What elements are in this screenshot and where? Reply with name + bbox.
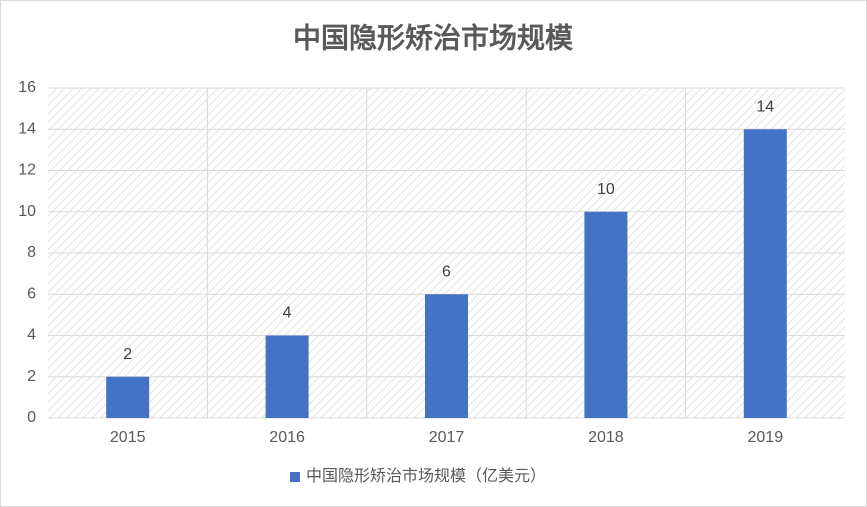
- data-label: 14: [756, 98, 774, 115]
- bar: [743, 129, 787, 418]
- data-label: 2: [123, 346, 132, 363]
- legend-swatch: [290, 472, 300, 482]
- legend-label: 中国隐形矫治市场规模（亿美元）: [306, 467, 546, 485]
- x-tick-label: 2016: [269, 429, 305, 446]
- y-tick-label: 8: [27, 244, 36, 261]
- data-label: 4: [283, 305, 292, 322]
- data-label: 6: [442, 263, 451, 280]
- bar: [584, 211, 628, 418]
- y-tick-label: 10: [18, 203, 36, 220]
- x-tick-label: 2018: [588, 429, 624, 446]
- y-tick-label: 0: [27, 409, 36, 426]
- y-tick-label: 12: [18, 162, 36, 179]
- x-tick-label: 2015: [110, 429, 146, 446]
- data-label: 10: [597, 181, 615, 198]
- y-tick-label: 14: [18, 120, 36, 137]
- bar: [425, 294, 468, 418]
- y-tick-label: 16: [18, 79, 36, 96]
- x-tick-label: 2019: [748, 429, 784, 446]
- chart-title: 中国隐形矫治市场规模: [293, 21, 574, 53]
- y-tick-label: 2: [27, 368, 36, 385]
- x-tick-label: 2017: [429, 429, 465, 446]
- bar: [106, 376, 150, 418]
- y-tick-label: 6: [27, 285, 36, 302]
- bar: [265, 335, 309, 418]
- y-tick-label: 4: [27, 327, 36, 344]
